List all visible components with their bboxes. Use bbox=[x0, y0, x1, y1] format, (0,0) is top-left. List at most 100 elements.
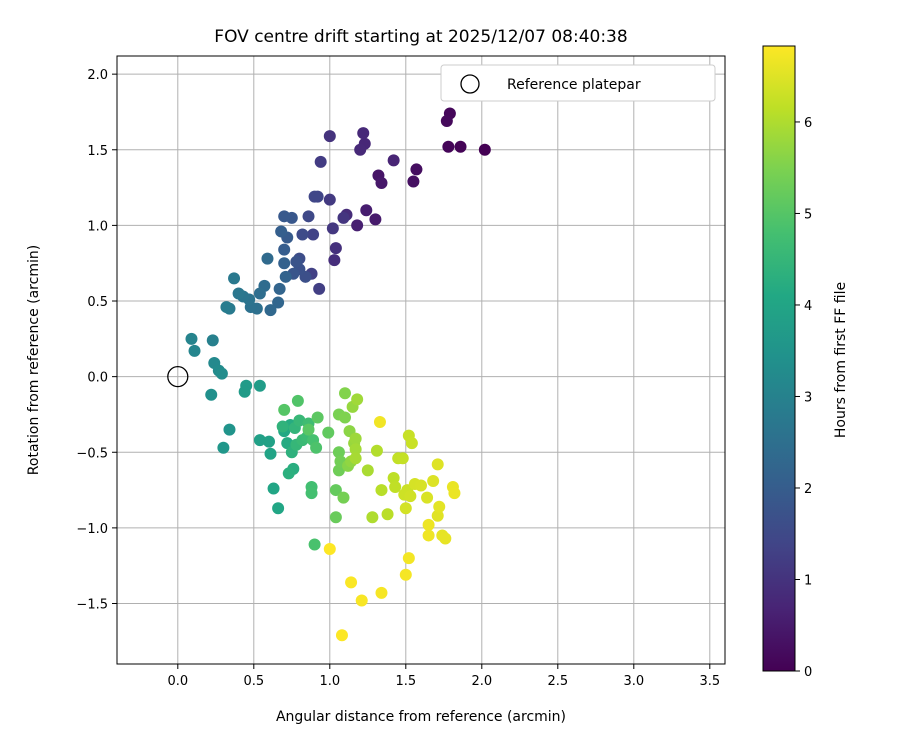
data-point bbox=[366, 511, 379, 524]
x-tick-label: 2.5 bbox=[547, 674, 568, 689]
plot-frame bbox=[116, 55, 726, 665]
x-tick-label: 2.0 bbox=[471, 674, 492, 689]
data-point bbox=[264, 304, 277, 317]
colorbar-tick-label: 2 bbox=[804, 482, 812, 497]
y-tick-label: 2.0 bbox=[87, 68, 108, 83]
x-tick-label: 3.0 bbox=[623, 674, 644, 689]
data-point bbox=[332, 464, 345, 477]
data-point bbox=[431, 509, 444, 522]
data-point bbox=[253, 434, 266, 447]
data-point bbox=[311, 411, 324, 424]
data-point bbox=[261, 252, 274, 265]
data-point bbox=[375, 177, 388, 190]
data-point bbox=[405, 437, 418, 450]
data-point bbox=[369, 213, 382, 226]
data-point bbox=[323, 130, 336, 143]
data-point bbox=[232, 287, 245, 300]
data-point bbox=[360, 204, 373, 217]
y-tick-label: 0.0 bbox=[87, 371, 108, 386]
data-point bbox=[276, 420, 289, 433]
data-point bbox=[442, 140, 455, 153]
data-point bbox=[264, 447, 277, 460]
data-point bbox=[373, 416, 386, 429]
data-point bbox=[206, 334, 219, 347]
data-point bbox=[431, 458, 444, 471]
data-point bbox=[354, 143, 367, 156]
data-point bbox=[279, 270, 292, 283]
data-point bbox=[407, 175, 420, 188]
data-point bbox=[351, 219, 364, 232]
data-point bbox=[337, 491, 350, 504]
data-point bbox=[402, 552, 415, 565]
data-point bbox=[188, 344, 201, 357]
data-point bbox=[440, 115, 453, 128]
data-point bbox=[349, 443, 362, 456]
data-point bbox=[305, 487, 318, 500]
x-tick-label: 0.0 bbox=[167, 674, 188, 689]
data-point bbox=[253, 287, 266, 300]
x-axis-label: Angular distance from reference (arcmin) bbox=[276, 709, 566, 725]
data-point bbox=[410, 163, 423, 176]
data-point bbox=[361, 464, 374, 477]
data-point bbox=[302, 210, 315, 223]
data-point bbox=[454, 140, 467, 153]
data-point bbox=[326, 222, 339, 235]
data-point bbox=[337, 211, 350, 224]
colorbar-tick-label: 3 bbox=[804, 390, 812, 405]
data-point bbox=[278, 243, 291, 256]
data-point bbox=[332, 446, 345, 459]
data-point bbox=[302, 423, 315, 436]
data-point bbox=[322, 426, 335, 439]
colorbar-tick-label: 6 bbox=[804, 116, 812, 131]
data-point bbox=[404, 490, 417, 503]
data-point bbox=[329, 484, 342, 497]
data-point bbox=[217, 441, 230, 454]
data-points bbox=[185, 107, 491, 642]
data-point bbox=[329, 242, 342, 255]
y-tick-label: −0.5 bbox=[76, 446, 108, 461]
data-point bbox=[296, 228, 309, 241]
data-point bbox=[291, 394, 304, 407]
data-point bbox=[223, 423, 236, 436]
x-axis-ticks: 0.0 0.5 1.0 1.5 2.0 2.5 3.0 3.5 bbox=[167, 664, 720, 689]
data-point bbox=[293, 414, 306, 427]
data-point bbox=[228, 272, 241, 285]
data-point bbox=[313, 282, 326, 295]
x-tick-label: 1.0 bbox=[319, 674, 340, 689]
colorbar-label: Hours from first FF file bbox=[833, 282, 849, 438]
data-point bbox=[396, 452, 409, 465]
data-point bbox=[278, 403, 291, 416]
data-point bbox=[370, 444, 383, 457]
data-point bbox=[422, 518, 435, 531]
y-tick-label: −1.5 bbox=[76, 598, 108, 613]
colorbar: 0 1 2 3 4 5 6 Hours from first FF file bbox=[762, 45, 849, 680]
grid bbox=[117, 56, 725, 664]
data-point bbox=[351, 393, 364, 406]
data-point bbox=[308, 538, 321, 551]
data-point bbox=[185, 332, 198, 345]
y-tick-label: 1.0 bbox=[87, 219, 108, 234]
data-point bbox=[267, 482, 280, 495]
colorbar-ticks: 0 1 2 3 4 5 6 bbox=[795, 116, 812, 680]
legend-label: Reference platepar bbox=[507, 77, 641, 93]
data-point bbox=[349, 452, 362, 465]
data-point bbox=[375, 586, 388, 599]
x-tick-label: 3.5 bbox=[699, 674, 720, 689]
data-point bbox=[278, 210, 291, 223]
data-point bbox=[355, 594, 368, 607]
x-tick-label: 1.5 bbox=[395, 674, 416, 689]
data-point bbox=[389, 481, 402, 494]
data-point bbox=[253, 379, 266, 392]
data-point bbox=[439, 532, 452, 545]
y-tick-label: 0.5 bbox=[87, 295, 108, 310]
data-point bbox=[339, 411, 351, 424]
data-point bbox=[328, 254, 341, 267]
data-point bbox=[238, 385, 251, 398]
data-point bbox=[433, 500, 446, 513]
colorbar-tick-label: 0 bbox=[804, 665, 812, 680]
data-point bbox=[357, 127, 370, 140]
data-point bbox=[387, 471, 400, 484]
data-point bbox=[215, 367, 228, 380]
data-point bbox=[329, 511, 342, 524]
